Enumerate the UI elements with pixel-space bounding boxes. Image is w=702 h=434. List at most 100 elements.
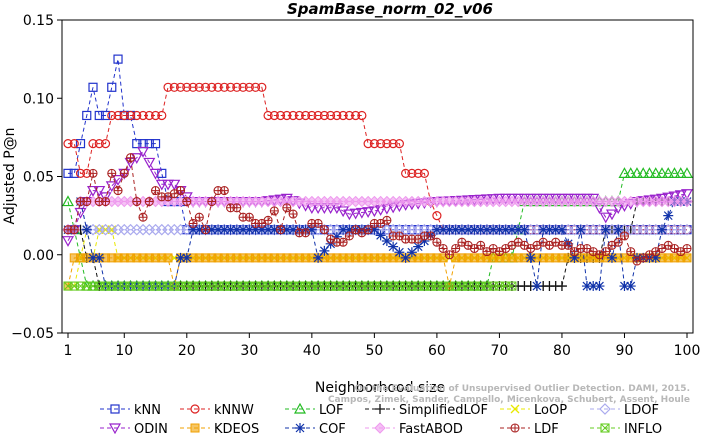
point-odin: [99, 192, 112, 204]
point-knnw: [219, 82, 229, 92]
point-cof: [556, 224, 567, 235]
x-tick-label: 50: [365, 343, 383, 359]
point-cof: [575, 224, 586, 235]
watermark-line-2: Campos, Zimek, Sander, Campello, Micenko…: [328, 395, 690, 405]
point-odin: [168, 179, 181, 191]
point-knnw: [94, 139, 104, 149]
point-knnw: [382, 139, 392, 149]
point-knnw: [294, 110, 304, 121]
point-cof: [456, 224, 467, 235]
point-knnw: [200, 82, 211, 92]
point-cof: [94, 252, 105, 263]
legend-item-inflo: INFLO: [590, 422, 662, 434]
point-fastabod: [681, 195, 693, 208]
point-knnw: [407, 168, 417, 178]
legend-marker-knn: [110, 404, 120, 414]
point-ldf: [138, 212, 148, 222]
legend-marker-lof: [293, 402, 307, 414]
legend-label: LOF: [319, 403, 344, 418]
legend-marker-knnw: [190, 404, 200, 414]
point-ldf: [144, 196, 154, 207]
point-ldf: [201, 225, 211, 235]
point-knnw: [376, 139, 386, 149]
point-ldf: [288, 209, 298, 219]
point-cof: [331, 231, 342, 242]
point-cof: [656, 224, 667, 235]
legend-label: COF: [319, 422, 346, 434]
point-knnw: [388, 139, 398, 149]
point-knnw: [207, 82, 217, 92]
series-inflo: [63, 281, 517, 291]
chart-title: SpamBase_norm_02_v06: [287, 0, 493, 18]
point-knnw: [157, 110, 167, 121]
point-ldf: [563, 240, 573, 250]
point-cof: [588, 281, 599, 292]
point-lof: [662, 167, 675, 178]
point-lof: [630, 167, 643, 178]
point-cof: [181, 252, 192, 263]
legend-label: kNN: [134, 403, 161, 418]
x-tick-label: 40: [303, 343, 321, 359]
point-knnw: [244, 82, 254, 92]
point-ldf: [338, 237, 348, 247]
point-ldf: [426, 231, 436, 241]
point-ldf: [282, 203, 292, 213]
point-knnw: [288, 110, 298, 121]
point-lof: [624, 167, 637, 178]
point-ldf: [82, 196, 92, 207]
legend-label: LDF: [534, 422, 559, 434]
legend-marker-inflo: [600, 423, 610, 433]
series-line-knnw: [68, 86, 687, 231]
point-knnw: [338, 110, 348, 121]
point-knnw: [119, 110, 129, 121]
point-ldf: [344, 231, 354, 241]
point-cof: [325, 238, 336, 249]
point-knnw: [163, 82, 173, 92]
legend-item-odin: ODIN: [100, 422, 168, 434]
point-cof: [613, 224, 624, 235]
point-knnw: [263, 110, 273, 121]
x-tick-label: 90: [616, 343, 634, 359]
point-ldf: [88, 168, 98, 178]
point-knnw: [432, 211, 442, 221]
point-cof: [188, 224, 199, 235]
point-cof: [500, 224, 511, 235]
point-cof: [206, 224, 217, 235]
point-odin: [674, 190, 687, 202]
point-cof: [506, 224, 517, 235]
point-cof: [225, 224, 236, 235]
point-knnw: [326, 110, 336, 121]
point-cof: [231, 224, 242, 235]
point-knnw: [125, 110, 136, 121]
point-lof: [655, 167, 669, 178]
point-ldf: [188, 218, 198, 228]
point-ldf: [125, 153, 136, 163]
point-cof: [438, 224, 449, 235]
point-lof: [643, 167, 656, 178]
legend-label: INFLO: [624, 422, 662, 434]
point-cof: [544, 224, 555, 235]
point-cof: [513, 224, 524, 235]
point-odin: [61, 236, 75, 247]
point-cof: [256, 224, 267, 235]
x-tick-label: 30: [240, 343, 258, 359]
point-knnw: [275, 110, 286, 121]
point-cof: [525, 252, 536, 263]
point-knn: [75, 139, 86, 149]
point-cof: [369, 224, 380, 235]
y-tick-label: 0.00: [23, 248, 54, 264]
legend-marker-ldf: [510, 423, 520, 433]
point-cof: [600, 224, 611, 235]
point-knnw: [107, 110, 117, 121]
point-knnw: [132, 110, 142, 121]
point-odin: [349, 208, 362, 220]
point-knnw: [332, 110, 342, 121]
point-cof: [581, 281, 592, 292]
legend-label: LoOP: [534, 403, 567, 418]
point-odin: [149, 168, 162, 180]
point-knnw: [88, 139, 98, 149]
legend-item-knnw: kNNW: [180, 403, 254, 418]
point-cof: [475, 224, 486, 235]
point-cof: [550, 224, 561, 235]
